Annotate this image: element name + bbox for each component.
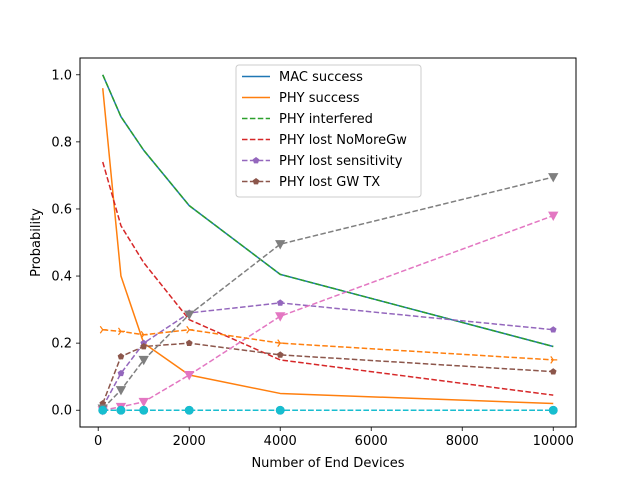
x-tick-label: 2000 xyxy=(173,434,206,449)
data-point-series-8 xyxy=(548,173,559,183)
x-tick-label: 6000 xyxy=(355,434,388,449)
y-tick-label: 0.6 xyxy=(51,202,72,217)
x-tick-label: 10000 xyxy=(533,434,574,449)
data-point-phy-lost-gw-tx xyxy=(185,339,193,346)
x-axis-label: Number of End Devices xyxy=(251,456,404,471)
data-point-series-8 xyxy=(275,240,286,250)
y-tick-label: 1.0 xyxy=(51,68,72,83)
data-point-series-11 xyxy=(275,405,285,415)
series-line-series-7 xyxy=(102,214,554,411)
data-point-phy-lost-gw-tx xyxy=(276,351,284,358)
legend-label-phy-lost-gw-tx: PHY lost GW TX xyxy=(279,175,380,190)
legend-label-phy-lost-nomoregw: PHY lost NoMoreGw xyxy=(279,133,407,148)
data-point-series-7 xyxy=(548,211,559,221)
data-point-series-9 xyxy=(99,325,107,334)
data-point-series-8 xyxy=(138,355,149,366)
plot-lines xyxy=(102,74,554,411)
y-tick-label: 0.0 xyxy=(51,404,72,419)
data-point-series-8 xyxy=(184,310,195,320)
data-point-phy-lost-sensitivity xyxy=(549,326,557,333)
y-tick-label: 0.4 xyxy=(51,270,72,285)
series-line-phy-lost-gw-tx xyxy=(102,342,554,404)
data-point-phy-lost-sensitivity xyxy=(276,299,284,306)
legend-marker-phy-lost-gw-tx xyxy=(252,178,260,185)
x-tick-label: 0 xyxy=(94,434,102,449)
x-tick-label: 4000 xyxy=(264,434,297,449)
data-point-phy-lost-sensitivity xyxy=(117,369,125,377)
series-line-phy-lost-sensitivity xyxy=(102,302,554,408)
y-tick-label: 0.2 xyxy=(51,337,72,352)
data-point-series-7 xyxy=(275,312,286,322)
series-line-series-9 xyxy=(102,328,554,361)
data-point-series-9 xyxy=(186,325,194,334)
legend: MAC success PHY success PHY interfered PHY … xyxy=(235,64,422,198)
data-point-series-9 xyxy=(277,339,285,347)
data-point-series-11 xyxy=(116,405,126,415)
series-line-phy-interfered xyxy=(102,74,554,348)
legend-marker-phy-lost-sensitivity xyxy=(252,157,260,164)
data-point-series-11 xyxy=(548,405,558,415)
data-point-phy-lost-gw-tx xyxy=(140,342,148,350)
data-point-series-9 xyxy=(117,327,125,336)
plot-frame xyxy=(79,57,577,428)
plot-markers xyxy=(97,173,559,416)
y-axis: 0.0 0.2 0.4 0.6 0.8 1.0 xyxy=(51,68,80,419)
data-point-phy-lost-gw-tx xyxy=(117,353,125,360)
data-point-series-11 xyxy=(184,405,194,415)
legend-label-phy-interfered: PHY interfered xyxy=(279,112,373,127)
y-tick-label: 0.8 xyxy=(51,135,72,150)
data-point-series-7 xyxy=(138,397,149,408)
series-line-series-8 xyxy=(102,176,554,410)
data-point-phy-lost-gw-tx xyxy=(549,368,557,375)
x-axis: 0 2000 4000 6000 8000 10000 xyxy=(94,427,574,449)
legend-box xyxy=(235,64,422,198)
series-line-phy-success xyxy=(102,88,554,405)
data-point-series-7 xyxy=(184,371,195,381)
data-point-series-9 xyxy=(550,356,558,364)
x-tick-label: 8000 xyxy=(446,434,479,449)
legend-label-mac-success: MAC success xyxy=(279,70,363,85)
legend-label-phy-lost-sensitivity: PHY lost sensitivity xyxy=(279,154,403,169)
data-point-series-8 xyxy=(115,386,127,396)
series-line-phy-lost-nomoregw xyxy=(102,161,554,396)
data-point-series-11 xyxy=(139,405,149,415)
legend-label-phy-success: PHY success xyxy=(279,91,360,106)
data-point-series-11 xyxy=(98,405,108,415)
data-point-series-9 xyxy=(140,330,148,339)
y-axis-label: Probability xyxy=(29,208,44,277)
